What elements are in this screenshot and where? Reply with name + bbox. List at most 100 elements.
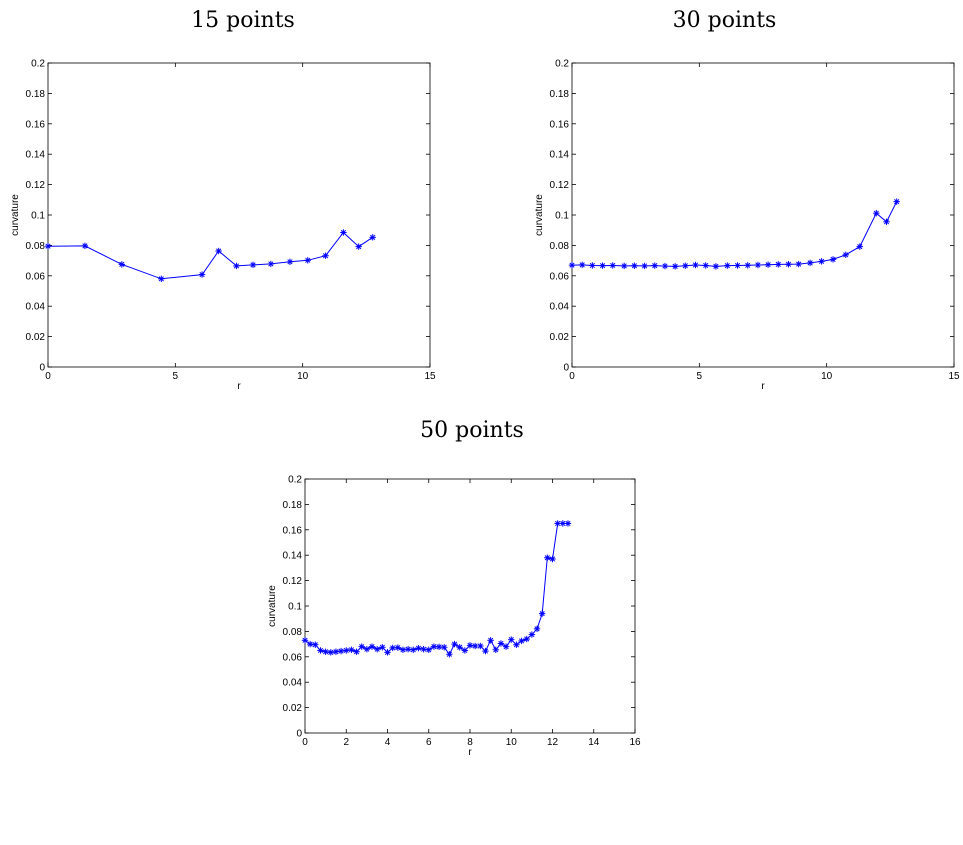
y-tick-label: 0.16 xyxy=(26,119,46,130)
data-point xyxy=(425,646,432,654)
data-point xyxy=(466,642,474,649)
data-point xyxy=(497,640,505,647)
data-point xyxy=(764,261,772,268)
data-point xyxy=(394,644,402,651)
y-tick-label: 0.04 xyxy=(283,678,303,689)
data-point xyxy=(81,242,89,250)
data-point xyxy=(327,649,334,656)
x-tick-label: 15 xyxy=(424,371,436,382)
data-point xyxy=(744,262,751,269)
y-tick-label: 0.18 xyxy=(550,89,570,100)
data-point xyxy=(404,645,412,653)
data-point xyxy=(492,646,499,654)
data-point xyxy=(523,635,530,643)
chart-title: 15 points xyxy=(191,8,295,33)
y-tick-label: 0.1 xyxy=(31,211,45,222)
data-point xyxy=(806,259,814,267)
data-point xyxy=(724,262,731,269)
y-tick-label: 0.18 xyxy=(26,89,46,100)
data-point xyxy=(621,262,628,270)
data-point xyxy=(233,262,240,270)
data-point xyxy=(533,625,541,633)
x-tick-label: 0 xyxy=(45,371,51,382)
data-point xyxy=(379,644,386,651)
y-tick-label: 0.14 xyxy=(26,150,46,161)
data-point xyxy=(671,263,679,270)
x-tick-label: 10 xyxy=(821,371,833,382)
chart-title: 30 points xyxy=(672,8,777,33)
plot-frame xyxy=(571,62,955,368)
x-tick-label: 2 xyxy=(343,737,349,748)
y-tick-label: 0.16 xyxy=(283,525,303,536)
data-point xyxy=(118,261,126,268)
data-point xyxy=(734,262,741,269)
data-point xyxy=(518,637,525,645)
data-point xyxy=(682,262,689,269)
y-tick-label: 0 xyxy=(39,363,45,374)
y-tick-label: 0.06 xyxy=(283,652,303,663)
x-axis-label: r xyxy=(237,381,241,392)
data-point xyxy=(198,271,206,278)
data-point xyxy=(754,261,762,269)
data-point xyxy=(301,637,309,644)
data-point xyxy=(538,610,546,617)
data-point xyxy=(883,218,890,226)
data-point xyxy=(446,651,453,658)
data-point xyxy=(348,646,355,654)
x-tick-label: 6 xyxy=(426,737,432,748)
y-axis-label: curvature xyxy=(534,194,545,236)
data-point xyxy=(513,641,520,648)
y-tick-label: 0.06 xyxy=(550,271,570,282)
y-tick-label: 0.12 xyxy=(283,576,303,587)
x-tick-label: 8 xyxy=(467,737,473,748)
data-point xyxy=(795,260,802,268)
y-axis-label: curvature xyxy=(267,585,278,627)
x-tick-label: 12 xyxy=(547,737,559,748)
y-tick-label: 0.1 xyxy=(288,602,302,613)
data-point xyxy=(589,262,596,269)
data-point xyxy=(363,645,371,653)
data-point xyxy=(599,262,606,269)
y-tick-label: 0.02 xyxy=(26,332,46,343)
y-tick-label: 0.1 xyxy=(555,211,569,222)
data-point xyxy=(368,643,376,650)
x-tick-label: 0 xyxy=(569,371,575,382)
data-point xyxy=(304,257,311,264)
data-point xyxy=(312,641,319,648)
data-point xyxy=(549,555,556,563)
y-tick-label: 0.06 xyxy=(26,271,46,282)
y-tick-label: 0.18 xyxy=(283,500,303,511)
data-point xyxy=(818,258,825,265)
data-point xyxy=(641,262,648,270)
chart-title: 50 points xyxy=(420,418,524,443)
data-point xyxy=(578,261,586,269)
data-point xyxy=(564,520,572,527)
data-point xyxy=(267,260,275,268)
x-axis-label: r xyxy=(761,381,765,392)
y-tick-label: 0.12 xyxy=(26,180,46,191)
data-point xyxy=(306,640,314,648)
data-point xyxy=(775,261,782,268)
y-tick-label: 0.12 xyxy=(550,180,570,191)
data-point xyxy=(661,262,669,270)
data-point xyxy=(369,234,376,241)
y-tick-label: 0.02 xyxy=(550,332,570,343)
data-point xyxy=(441,644,448,651)
y-tick-label: 0.2 xyxy=(31,59,45,70)
data-point xyxy=(317,647,324,654)
data-point xyxy=(373,645,381,653)
data-point xyxy=(358,643,365,650)
x-tick-label: 14 xyxy=(588,737,600,748)
y-tick-label: 0.04 xyxy=(26,302,46,313)
data-point xyxy=(430,643,438,650)
y-axis-label: curvature xyxy=(10,194,21,236)
x-tick-label: 0 xyxy=(302,737,308,748)
data-point xyxy=(158,275,165,283)
data-point xyxy=(343,647,350,654)
data-point xyxy=(502,643,510,650)
y-tick-label: 0.14 xyxy=(550,150,570,161)
x-axis-label: r xyxy=(468,747,472,758)
data-point xyxy=(829,256,837,263)
data-point xyxy=(451,640,458,648)
